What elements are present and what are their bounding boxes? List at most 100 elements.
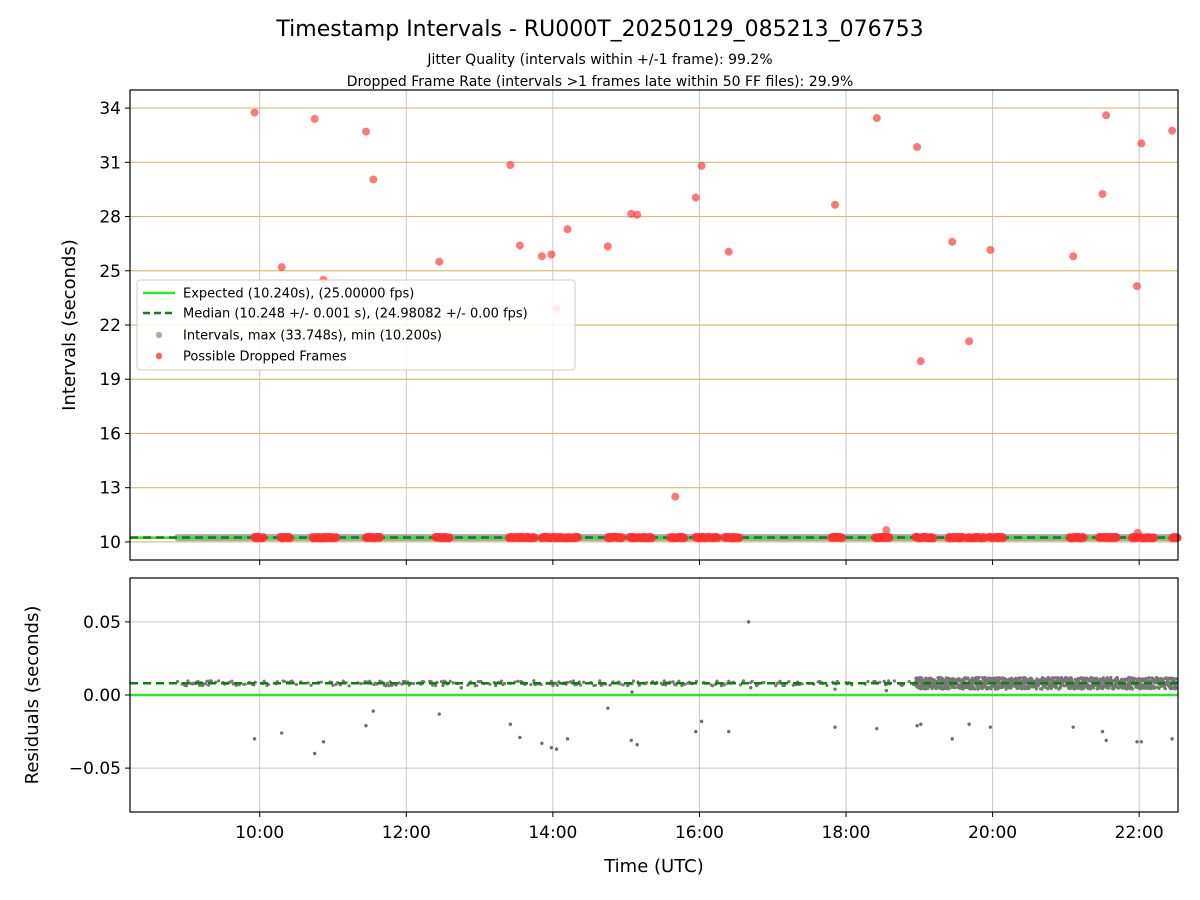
residual-point — [1105, 676, 1109, 680]
dropped-frame-point — [1149, 533, 1159, 542]
residual-point — [671, 680, 675, 684]
residual-point — [459, 685, 463, 690]
residual-point — [243, 682, 247, 686]
dropped-frame-point — [986, 245, 995, 254]
residual-point — [540, 741, 544, 745]
residual-point — [1107, 686, 1111, 690]
residual-point — [1110, 679, 1114, 683]
dropped-frame-point — [310, 114, 319, 123]
residual-point — [630, 690, 634, 694]
residual-point — [967, 722, 971, 726]
residual-point — [947, 686, 951, 691]
residual-point — [886, 679, 891, 683]
residual-point — [508, 722, 513, 726]
residual-point — [347, 684, 351, 688]
x-tick-label: 22:00 — [1115, 823, 1164, 843]
residual-point — [1019, 676, 1023, 680]
residual-point — [319, 680, 323, 684]
residuals-y-tick-label: −0.05 — [69, 759, 121, 779]
residual-point — [203, 682, 208, 686]
residual-point — [782, 683, 787, 688]
residual-point — [833, 725, 837, 729]
residual-point — [1099, 681, 1103, 685]
residual-point — [1145, 686, 1149, 690]
residual-point — [502, 681, 507, 686]
dropped-frame-point — [998, 533, 1008, 543]
residual-point — [283, 679, 287, 684]
dropped-frame-point — [916, 357, 925, 366]
residual-point — [262, 679, 266, 683]
dropped-frame-point — [445, 533, 454, 542]
residual-point — [618, 682, 622, 686]
dropped-frame-point — [285, 533, 295, 543]
dropped-frame-point — [563, 225, 572, 234]
dropped-frame-point — [713, 533, 722, 543]
residual-point — [722, 683, 726, 687]
residual-point — [787, 679, 791, 684]
residual-point — [252, 737, 257, 741]
residual-point — [694, 729, 698, 734]
residual-point — [599, 683, 603, 688]
dropped-frame-point — [872, 114, 881, 123]
residual-point — [980, 687, 984, 691]
residual-point — [516, 679, 520, 683]
dropped-frame-point — [671, 492, 680, 501]
residual-point — [321, 740, 326, 744]
residual-point — [217, 679, 221, 683]
dropped-frame-point — [1137, 139, 1146, 148]
residual-point — [988, 725, 993, 729]
residual-point — [499, 679, 504, 683]
dropped-frame-point — [537, 252, 546, 261]
dropped-frame-point — [1112, 533, 1121, 542]
x-tick-label: 20:00 — [968, 823, 1017, 843]
residual-point — [1035, 677, 1039, 681]
residual-point — [727, 729, 731, 734]
residual-point — [875, 726, 879, 731]
legend-expected-label: Expected (10.240s), (25.00000 fps) — [183, 287, 414, 302]
residual-point — [1149, 686, 1153, 691]
residual-point — [915, 724, 919, 728]
residual-point — [662, 679, 666, 683]
legend-intervals-label: Intervals, max (33.748s), min (10.200s) — [183, 329, 442, 344]
residual-point — [1174, 677, 1178, 681]
residual-point — [699, 719, 704, 724]
residual-point — [907, 679, 911, 684]
chart-title: Timestamp Intervals - RU000T_20250129_08… — [275, 17, 923, 42]
chart-legend: Expected (10.240s), (25.00000 fps) Media… — [136, 279, 576, 371]
residual-point — [1076, 676, 1080, 681]
intervals-y-tick-label: 16 — [99, 424, 121, 444]
residual-point — [1163, 687, 1168, 691]
intervals-y-tick-label: 19 — [99, 370, 121, 390]
dropped-frame-point — [1133, 528, 1142, 537]
residual-point — [359, 681, 363, 686]
residual-point — [1139, 740, 1144, 744]
residual-point — [1115, 676, 1120, 680]
residual-point — [919, 722, 923, 726]
dropped-frame-point — [1132, 282, 1141, 291]
dropped-frame-point — [259, 533, 268, 542]
residual-point — [977, 676, 981, 680]
residual-point — [1040, 687, 1044, 691]
legend-median-label: Median (10.248 +/- 0.001 s), (24.98082 +… — [183, 307, 528, 322]
dropped-frame-point — [948, 237, 957, 246]
residual-point — [746, 620, 751, 624]
dropped-frame-point — [547, 250, 556, 259]
residual-point — [551, 683, 555, 688]
residual-point — [412, 681, 416, 686]
residual-point — [711, 684, 715, 688]
residual-point — [1053, 676, 1057, 680]
dropped-frame-point — [882, 526, 891, 535]
residual-point — [532, 679, 536, 683]
residual-point — [529, 682, 533, 687]
residual-point — [554, 747, 559, 751]
residual-point — [475, 684, 479, 688]
residual-point — [434, 684, 438, 688]
residuals-y-axis-label: Residuals (seconds) — [22, 606, 43, 785]
dropped-frame-point — [724, 247, 733, 256]
residual-point — [1071, 725, 1075, 729]
residual-point — [1147, 676, 1151, 680]
intervals-y-tick-label: 25 — [99, 262, 121, 282]
dropped-frame-point — [1069, 252, 1078, 261]
dropped-frame-point — [530, 533, 539, 543]
dropped-frame-point — [885, 533, 894, 542]
